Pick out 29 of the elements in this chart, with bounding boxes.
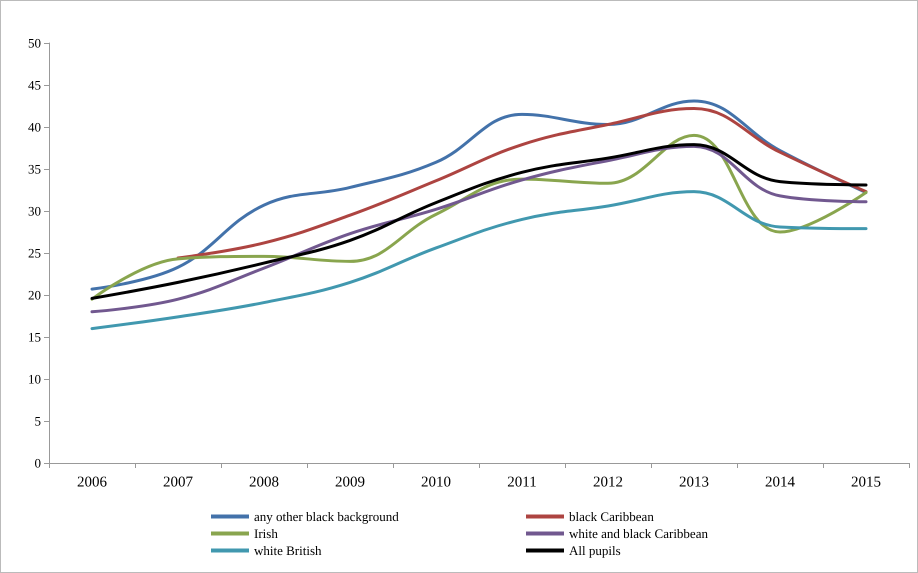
y-tick-label: 0 xyxy=(34,456,41,470)
y-tick-label: 5 xyxy=(34,414,41,428)
legend-label: any other black background xyxy=(254,509,400,524)
y-tick-label: 30 xyxy=(28,204,41,218)
legend-label: All pupils xyxy=(569,543,621,558)
y-tick-label: 15 xyxy=(28,330,41,344)
x-tick-label: 2008 xyxy=(249,474,279,490)
x-tick-label: 2015 xyxy=(851,474,881,490)
y-tick-label: 50 xyxy=(28,36,41,50)
y-tick-label: 45 xyxy=(28,78,41,92)
line-series xyxy=(176,107,868,260)
y-tick-label: 10 xyxy=(28,372,41,386)
y-tick-label: 35 xyxy=(28,162,41,176)
x-tick-label: 2007 xyxy=(163,474,194,490)
y-tick-label: 25 xyxy=(28,246,41,260)
legend-label: black Caribbean xyxy=(569,509,654,524)
y-tick-label: 20 xyxy=(28,288,41,302)
x-tick-label: 2010 xyxy=(421,474,451,490)
x-tick-label: 2011 xyxy=(507,474,537,490)
legend-label: Irish xyxy=(254,526,278,541)
x-tick-label: 2014 xyxy=(765,474,796,490)
legend-label: white British xyxy=(254,543,322,558)
y-tick-label: 40 xyxy=(28,120,41,134)
x-tick-label: 2013 xyxy=(679,474,709,490)
x-tick-label: 2009 xyxy=(335,474,365,490)
line-series xyxy=(90,190,868,330)
x-tick-label: 2006 xyxy=(77,474,108,490)
legend-label: white and black Caribbean xyxy=(569,526,708,541)
x-tick-label: 2012 xyxy=(593,474,623,490)
